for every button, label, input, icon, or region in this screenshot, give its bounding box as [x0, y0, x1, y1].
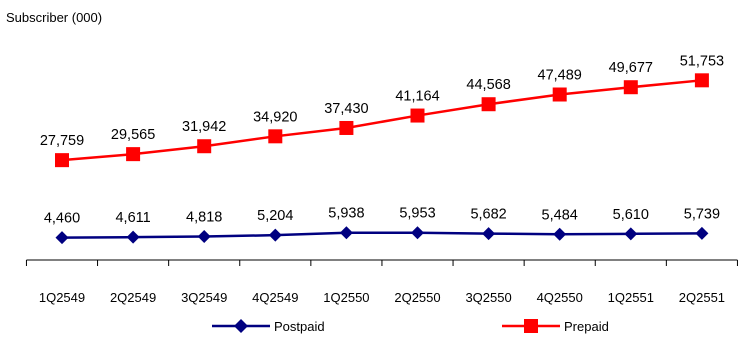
- postpaid-data-label: 5,610: [613, 207, 649, 223]
- postpaid-point: [268, 228, 282, 242]
- x-tick-label: 2Q2549: [110, 290, 156, 305]
- postpaid-point: [339, 226, 353, 240]
- legend-postpaid: Postpaid: [212, 318, 325, 334]
- postpaid-data-label: 5,682: [470, 207, 506, 223]
- x-tick-label: 1Q2551: [608, 290, 654, 305]
- postpaid-point: [197, 229, 211, 243]
- prepaid-point: [552, 87, 567, 102]
- prepaid-point: [268, 129, 283, 144]
- x-tick-label: 3Q2550: [465, 290, 511, 305]
- postpaid-point: [695, 226, 709, 240]
- postpaid-legend-icon: [212, 319, 270, 333]
- prepaid-legend-icon: [502, 319, 560, 333]
- prepaid-point: [481, 97, 496, 112]
- prepaid-data-label: 37,430: [324, 101, 368, 117]
- x-tick-label: 1Q2549: [39, 290, 85, 305]
- postpaid-data-label: 4,611: [115, 210, 150, 226]
- prepaid-point: [126, 147, 141, 162]
- postpaid-point: [553, 227, 567, 241]
- postpaid-point: [482, 227, 496, 241]
- prepaid-data-label: 51,753: [680, 53, 724, 69]
- prepaid-series-line: [61, 79, 703, 162]
- prepaid-data-label: 27,759: [40, 133, 84, 149]
- prepaid-point: [623, 80, 638, 95]
- prepaid-point: [694, 73, 709, 88]
- postpaid-point: [55, 231, 69, 245]
- x-tick-label: 2Q2550: [394, 290, 440, 305]
- postpaid-point: [411, 226, 424, 240]
- prepaid-point: [339, 120, 354, 135]
- prepaid-data-label: 47,489: [538, 68, 582, 84]
- postpaid-series-line: [61, 231, 702, 239]
- prepaid-data-label: 41,164: [395, 89, 439, 105]
- postpaid-data-label: 5,484: [542, 207, 578, 223]
- prepaid-data-label: 44,568: [466, 77, 510, 93]
- legend-prepaid: Prepaid: [502, 318, 609, 334]
- postpaid-data-label: 5,953: [399, 206, 435, 222]
- prepaid-data-label: 29,565: [111, 127, 155, 143]
- legend-label-prepaid: Prepaid: [564, 318, 609, 334]
- postpaid-data-label: 5,938: [328, 206, 364, 222]
- prepaid-point: [410, 108, 425, 123]
- y-axis-label: Subscriber (000): [6, 10, 103, 25]
- postpaid-data-label: 5,204: [257, 208, 293, 224]
- prepaid-data-label: 49,677: [609, 60, 653, 76]
- postpaid-point: [126, 230, 140, 244]
- prepaid-data-label: 34,920: [253, 109, 297, 125]
- x-tick-label: 4Q2549: [252, 290, 298, 305]
- prepaid-point: [197, 139, 212, 154]
- postpaid-data-label: 4,818: [186, 209, 222, 225]
- x-tick-label: 3Q2549: [181, 290, 227, 305]
- x-tick-label: 4Q2550: [537, 290, 583, 305]
- postpaid-data-label: 5,739: [684, 206, 720, 222]
- legend-label-postpaid: Postpaid: [274, 318, 325, 334]
- postpaid-data-label: 4,460: [44, 211, 80, 227]
- x-tick-label: 2Q2551: [679, 290, 725, 305]
- postpaid-point: [624, 227, 638, 241]
- x-tick-label: 1Q2550: [323, 290, 369, 305]
- prepaid-point: [55, 153, 69, 168]
- prepaid-data-label: 31,942: [182, 119, 226, 135]
